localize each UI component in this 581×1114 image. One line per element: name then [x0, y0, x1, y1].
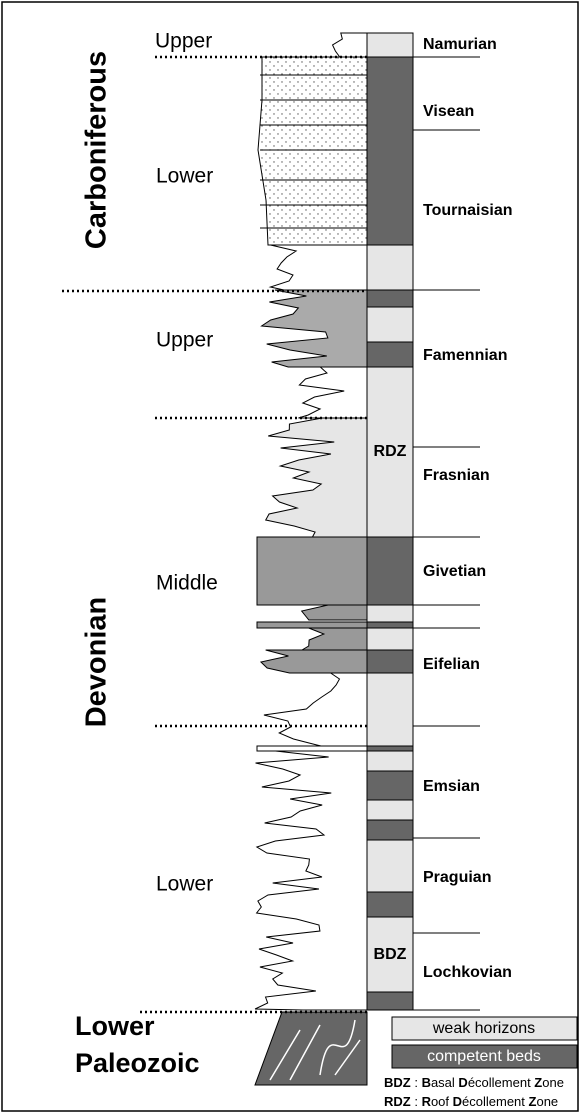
stage-label: Givetian	[423, 563, 486, 580]
series-label: Upper	[155, 30, 212, 53]
weak-horizon	[367, 800, 413, 820]
weak-horizon	[367, 33, 413, 57]
note-part: one	[542, 1075, 564, 1090]
competent-bed	[367, 892, 413, 917]
stage-label: Visean	[423, 103, 474, 120]
competent-bed	[367, 622, 413, 628]
series-label: Lower	[156, 165, 213, 188]
competent-bed	[367, 537, 413, 605]
note-part: Z	[534, 1075, 542, 1090]
series-label: Upper	[156, 329, 213, 352]
weak-horizon	[367, 307, 413, 342]
basement-label: Paleozoic	[75, 1048, 200, 1078]
note-part: Z	[529, 1094, 537, 1109]
competent-bed	[367, 342, 413, 367]
weak-horizon	[367, 751, 413, 771]
basement-block	[255, 1012, 367, 1085]
note-part: BDZ	[384, 1075, 411, 1090]
bed	[257, 746, 367, 751]
note-part: :	[411, 1094, 422, 1109]
bed	[270, 245, 367, 290]
competent-bed	[367, 290, 413, 307]
competent-bed	[367, 746, 413, 751]
note-part: oof	[431, 1094, 453, 1109]
note-part: asal	[431, 1075, 458, 1090]
series-label: Lower	[156, 873, 213, 896]
zone-label: RDZ	[374, 443, 407, 460]
bed	[264, 673, 367, 746]
legend-label: weak horizons	[432, 1020, 535, 1037]
bed	[261, 650, 367, 673]
stage-label: Namurian	[423, 36, 497, 53]
bed	[255, 751, 367, 1010]
weak-horizon	[367, 840, 413, 892]
stage-label: Tournaisian	[423, 202, 513, 219]
column	[367, 33, 413, 1010]
note-part: :	[411, 1075, 422, 1090]
stage-label: Eifelian	[423, 656, 480, 673]
zone-label: BDZ	[374, 946, 407, 963]
competent-bed	[367, 771, 413, 800]
competent-bed	[367, 57, 413, 245]
lithology	[255, 33, 367, 1085]
basement-label: Lower	[75, 1011, 155, 1041]
stage-label: Famennian	[423, 347, 507, 364]
bed	[257, 537, 367, 605]
weak-horizon	[367, 605, 413, 622]
note-part: D	[458, 1075, 467, 1090]
competent-bed	[367, 820, 413, 840]
bed	[262, 290, 367, 367]
competent-bed	[367, 992, 413, 1010]
bed	[302, 628, 367, 650]
competent-bed	[367, 650, 413, 673]
stage-label: Praguian	[423, 869, 491, 886]
stage-label: Lochkovian	[423, 964, 512, 981]
note-part: écollement	[468, 1075, 534, 1090]
page: Carboniferous Devonian Lower Paleozoic Upper…	[0, 0, 581, 1114]
note-part: one	[536, 1094, 558, 1109]
note: BDZ : Basal Décollement Zone	[384, 1075, 564, 1090]
note-part: B	[422, 1075, 431, 1090]
bed	[266, 418, 367, 537]
stratigraphic-column: Carboniferous Devonian Lower Paleozoic Upper…	[0, 0, 581, 1114]
stage-label: Emsian	[423, 778, 480, 795]
note: RDZ : Roof Décollement Zone	[384, 1094, 558, 1109]
weak-horizon	[367, 245, 413, 290]
bed	[333, 33, 367, 57]
legend-label: competent beds	[427, 1048, 541, 1065]
weak-horizon	[367, 628, 413, 650]
bed	[257, 622, 367, 628]
period-label: Devonian	[81, 597, 113, 728]
period-label: Carboniferous	[81, 51, 113, 249]
note-part: D	[453, 1094, 462, 1109]
note-part: RDZ	[384, 1094, 411, 1109]
bed	[302, 605, 367, 620]
series-label: Middle	[156, 572, 218, 595]
bed	[298, 367, 367, 418]
note-part: écollement	[462, 1094, 528, 1109]
sandstone	[258, 57, 367, 245]
stage-label: Frasnian	[423, 467, 490, 484]
weak-horizon	[367, 673, 413, 746]
